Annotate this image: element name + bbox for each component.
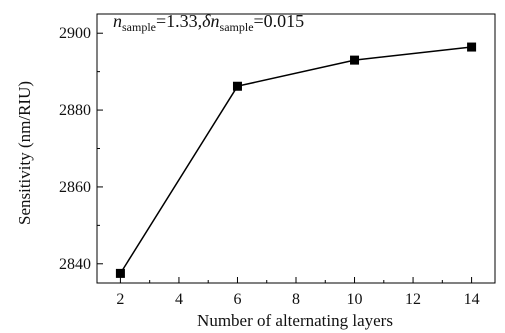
annotation: nsample=1.33,δnsample=0.015 bbox=[113, 11, 304, 34]
plot-border bbox=[96, 13, 496, 284]
y-tick-label: 2840 bbox=[59, 256, 91, 273]
x-tick-label: 2 bbox=[116, 291, 124, 308]
y-tick-label: 2880 bbox=[59, 102, 91, 119]
x-tick-label: 10 bbox=[347, 291, 363, 308]
y-tick-label: 2900 bbox=[59, 25, 91, 42]
data-point bbox=[467, 42, 477, 52]
x-tick-label: 6 bbox=[233, 291, 241, 308]
series-line bbox=[119, 46, 472, 274]
x-tick-label: 4 bbox=[175, 291, 183, 308]
series-layer bbox=[115, 42, 477, 278]
data-point bbox=[115, 268, 125, 278]
annotation-delta-value: =0.015 bbox=[254, 11, 305, 31]
data-point bbox=[350, 55, 360, 65]
annotation-n-symbol: n bbox=[113, 11, 122, 31]
data-point bbox=[232, 81, 242, 91]
y-axis-label: Sensitivity (nm/RIU) bbox=[15, 81, 34, 225]
y-axis-ticks: 2840 2860 2880 2900 bbox=[59, 25, 103, 273]
annotation-n-value: =1.33, bbox=[156, 11, 202, 31]
x-axis-label: Number of alternating layers bbox=[197, 311, 393, 330]
annotation-delta-symbol: δn bbox=[202, 11, 219, 31]
x-tick-label: 14 bbox=[464, 291, 480, 308]
x-tick-label: 8 bbox=[292, 291, 300, 308]
x-tick-label: 12 bbox=[405, 291, 421, 308]
annotation-n-subscript: sample bbox=[122, 20, 156, 34]
x-axis-ticks: 2 4 6 8 10 12 14 bbox=[116, 277, 480, 308]
y-tick-label: 2860 bbox=[59, 179, 91, 196]
plot-frame bbox=[96, 13, 496, 284]
annotation-delta-subscript: sample bbox=[220, 20, 254, 34]
